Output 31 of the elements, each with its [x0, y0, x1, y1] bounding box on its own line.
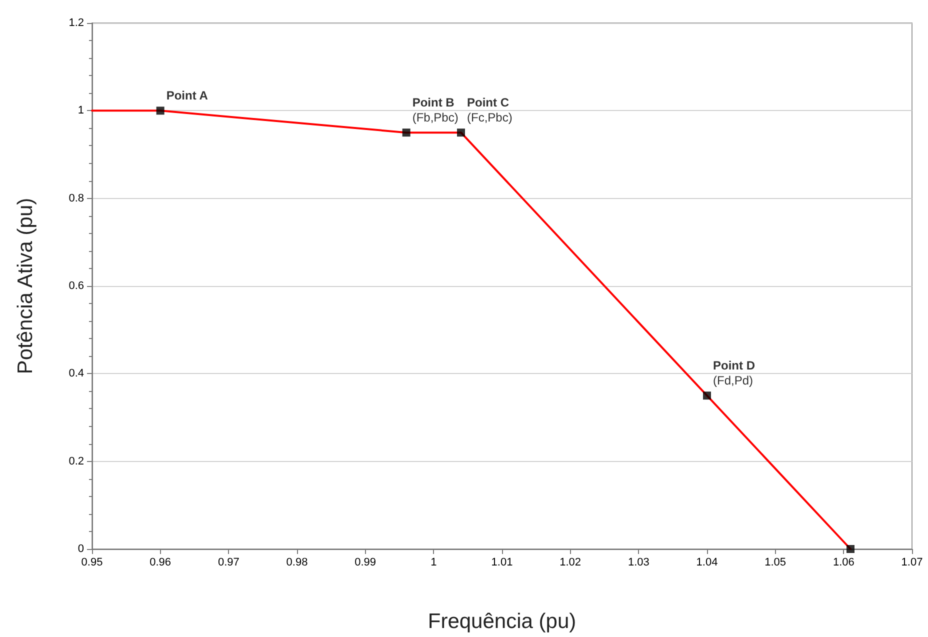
annotation: Point B (Fb,Pbc)	[412, 96, 458, 125]
x-tick-label: 0.98	[286, 556, 308, 568]
y-tick-label: 1	[78, 104, 84, 117]
x-tick-label: 1.05	[764, 556, 786, 568]
y-tick-label: 0.4	[68, 368, 84, 380]
x-tick-label: 0.97	[218, 556, 240, 568]
x-tick-label: 1.01	[491, 556, 513, 568]
point	[846, 545, 854, 553]
y-tick-label: 1.2	[68, 17, 84, 29]
x-tick-label: 1	[430, 556, 437, 568]
point	[457, 128, 465, 137]
point	[703, 392, 711, 400]
point	[402, 128, 410, 137]
y-tick-label: 0.2	[68, 455, 84, 468]
point	[156, 106, 164, 115]
x-axis-title: Frequência (pu)	[428, 610, 576, 633]
x-tick-label: 0.99	[354, 556, 376, 568]
x-tick-label: 1.07	[901, 556, 923, 568]
annotation: Point D (Fd,Pd)	[713, 358, 756, 388]
x-tick-label: 0.96	[150, 556, 172, 568]
x-tick-label: 1.06	[832, 556, 854, 568]
x-tick-label: 1.04	[696, 556, 718, 568]
x-tick-label: 1.03	[628, 556, 650, 568]
y-axis-title: Potência Ativa (pu)	[14, 198, 37, 374]
y-tick-label: 0.8	[68, 192, 84, 204]
x-tick-label: 1.02	[560, 556, 582, 568]
y-tick-label: 0.6	[68, 280, 84, 292]
x-tick-label: 0.95	[81, 556, 103, 568]
annotation: Point A	[166, 88, 208, 103]
annotation: Point C (Fc,Pbc)	[467, 96, 512, 125]
y-tick-label: 0	[78, 543, 84, 555]
